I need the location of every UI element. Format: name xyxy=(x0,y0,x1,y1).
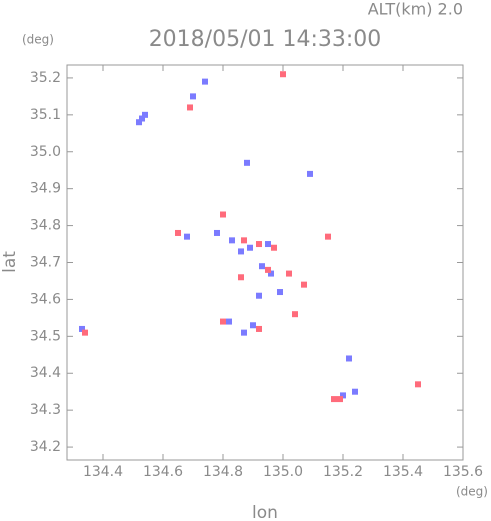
radar-echo xyxy=(175,229,181,236)
radar-echo xyxy=(286,270,292,277)
radar-echo xyxy=(241,237,247,244)
radar-echo xyxy=(250,322,256,329)
radar-echo xyxy=(238,274,244,281)
x-tick-label: 135.2 xyxy=(323,464,363,480)
chart-title: 2018/05/01 14:33:00 xyxy=(149,27,382,52)
radar-echo xyxy=(292,311,298,318)
radar-echo xyxy=(190,93,196,100)
x-tick-label: 135.4 xyxy=(383,464,423,480)
radar-echo xyxy=(244,159,250,166)
radar-echo xyxy=(325,233,331,240)
radar-echo xyxy=(256,292,262,299)
radar-echo xyxy=(247,244,253,251)
x-tick-label: 134.8 xyxy=(203,464,243,480)
radar-echo xyxy=(136,119,142,126)
x-tick-label: 135.0 xyxy=(263,464,303,480)
radar-echo xyxy=(187,104,193,111)
radar-echo xyxy=(142,111,148,118)
radar-echo xyxy=(352,388,358,395)
radar-echo xyxy=(220,211,226,218)
y-tick-label: 34.2 xyxy=(30,439,61,455)
radar-echo xyxy=(226,318,232,325)
radar-echo xyxy=(271,244,277,251)
radar-echo xyxy=(256,241,262,248)
radar-echo xyxy=(238,248,244,255)
radar-echo xyxy=(229,237,235,244)
radar-echo xyxy=(268,270,274,277)
radar-echo xyxy=(277,289,283,296)
radar-echo xyxy=(265,241,271,248)
y-unit: (deg) xyxy=(22,33,54,47)
y-tick-label: 34.3 xyxy=(30,402,61,418)
radar-echo xyxy=(82,329,88,336)
radar-echo xyxy=(139,115,145,122)
radar-echo xyxy=(340,392,346,399)
x-axis-label: lon xyxy=(252,503,278,521)
radar-echo xyxy=(214,229,220,236)
y-tick-label: 35.0 xyxy=(30,144,61,160)
radar-echo xyxy=(415,381,421,388)
x-tick-label: 134.6 xyxy=(143,464,183,480)
y-tick-label: 34.7 xyxy=(30,255,61,271)
y-tick-label: 34.4 xyxy=(30,365,61,381)
radar-echo xyxy=(79,325,85,332)
x-tick-label: 134.4 xyxy=(83,464,123,480)
plot-frame xyxy=(66,64,464,461)
radar-echo xyxy=(337,396,343,403)
y-tick-label: 34.5 xyxy=(30,328,61,344)
radar-echo xyxy=(331,396,337,403)
x-unit: (deg) xyxy=(456,485,488,499)
radar-echo xyxy=(301,281,307,288)
radar-echo xyxy=(202,78,208,85)
radar-echo xyxy=(241,329,247,336)
x-tick-label: 135.6 xyxy=(443,464,483,480)
radar-echo xyxy=(259,263,265,270)
radar-echo xyxy=(280,71,286,78)
y-tick-label: 35.1 xyxy=(30,107,61,123)
radar-echo xyxy=(346,355,352,362)
subtitle: ALT(km) 2.0 xyxy=(368,0,463,19)
radar-echo xyxy=(265,266,271,273)
y-tick-label: 34.8 xyxy=(30,218,61,234)
y-tick-label: 34.6 xyxy=(30,291,61,307)
y-tick-label: 35.2 xyxy=(30,70,61,86)
radar-echo xyxy=(184,233,190,240)
radar-echo xyxy=(220,318,226,325)
radar-echo xyxy=(307,170,313,177)
y-tick-label: 34.9 xyxy=(30,181,61,197)
radar-echo xyxy=(256,325,262,332)
y-axis-label: lat xyxy=(0,251,20,273)
